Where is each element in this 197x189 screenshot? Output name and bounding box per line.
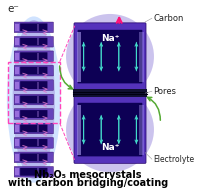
Bar (37, 67, 39, 74)
FancyBboxPatch shape (20, 52, 47, 60)
Bar (139, 32, 143, 81)
Text: with carbon bridging/coating: with carbon bridging/coating (8, 178, 168, 188)
FancyBboxPatch shape (20, 139, 47, 147)
FancyBboxPatch shape (20, 38, 47, 46)
Text: e⁻: e⁻ (7, 4, 19, 14)
FancyBboxPatch shape (14, 167, 53, 177)
FancyArrowPatch shape (117, 18, 122, 23)
FancyArrowPatch shape (135, 42, 138, 70)
Bar (37, 96, 39, 103)
FancyBboxPatch shape (14, 152, 53, 163)
FancyArrowPatch shape (100, 116, 103, 144)
FancyArrowPatch shape (100, 43, 103, 71)
Bar (15, 82, 19, 89)
FancyArrowPatch shape (82, 115, 85, 143)
FancyBboxPatch shape (20, 23, 47, 31)
FancyArrowPatch shape (100, 115, 103, 143)
Bar (15, 139, 19, 146)
Ellipse shape (66, 87, 154, 172)
FancyArrowPatch shape (117, 116, 120, 144)
Text: Electrolyte: Electrolyte (153, 155, 195, 164)
FancyBboxPatch shape (20, 96, 47, 103)
FancyArrowPatch shape (117, 115, 120, 143)
Bar (15, 154, 19, 161)
Bar (15, 24, 19, 31)
FancyBboxPatch shape (14, 65, 53, 76)
Bar (37, 154, 39, 161)
Bar (15, 111, 19, 117)
Bar (37, 82, 39, 89)
Text: Carbon: Carbon (153, 14, 184, 23)
Bar (76, 32, 81, 81)
FancyBboxPatch shape (14, 80, 53, 90)
Bar (15, 96, 19, 103)
Ellipse shape (66, 14, 154, 99)
Ellipse shape (13, 20, 55, 179)
FancyBboxPatch shape (14, 22, 53, 33)
FancyBboxPatch shape (74, 96, 146, 163)
Bar (37, 38, 39, 45)
Bar (8, 62, 60, 123)
Bar (76, 105, 81, 155)
Text: Pores: Pores (153, 87, 177, 96)
FancyArrowPatch shape (148, 97, 160, 120)
FancyArrowPatch shape (82, 116, 85, 144)
FancyArrowPatch shape (100, 42, 103, 70)
Bar (15, 53, 19, 60)
FancyBboxPatch shape (20, 153, 47, 161)
FancyArrowPatch shape (82, 43, 85, 71)
Text: Na⁺: Na⁺ (101, 34, 119, 43)
FancyBboxPatch shape (74, 23, 146, 90)
Text: Nb₂O₅ mesocrystals: Nb₂O₅ mesocrystals (34, 170, 142, 180)
FancyBboxPatch shape (14, 109, 53, 119)
FancyBboxPatch shape (20, 67, 47, 75)
FancyBboxPatch shape (20, 125, 47, 132)
FancyArrowPatch shape (135, 115, 138, 143)
Bar (37, 139, 39, 146)
FancyBboxPatch shape (14, 51, 53, 61)
FancyArrowPatch shape (60, 66, 72, 89)
Ellipse shape (7, 16, 61, 183)
FancyArrowPatch shape (117, 42, 120, 70)
Bar (37, 125, 39, 132)
FancyBboxPatch shape (14, 94, 53, 105)
FancyBboxPatch shape (20, 168, 47, 176)
Bar (15, 38, 19, 45)
Bar (73, 89, 147, 97)
FancyArrowPatch shape (117, 43, 120, 71)
FancyBboxPatch shape (14, 123, 53, 134)
FancyArrowPatch shape (135, 43, 138, 71)
Bar (37, 53, 39, 60)
Bar (15, 67, 19, 74)
FancyBboxPatch shape (78, 30, 142, 83)
FancyArrowPatch shape (135, 116, 138, 144)
Text: Na⁺: Na⁺ (101, 143, 119, 153)
Bar (139, 105, 143, 155)
FancyBboxPatch shape (20, 81, 47, 89)
Bar (37, 168, 39, 175)
FancyBboxPatch shape (14, 138, 53, 148)
FancyArrowPatch shape (82, 42, 85, 70)
Bar (15, 125, 19, 132)
FancyBboxPatch shape (20, 110, 47, 118)
Bar (37, 24, 39, 31)
Bar (37, 111, 39, 117)
FancyBboxPatch shape (14, 36, 53, 47)
Bar (15, 168, 19, 175)
FancyBboxPatch shape (78, 103, 142, 156)
